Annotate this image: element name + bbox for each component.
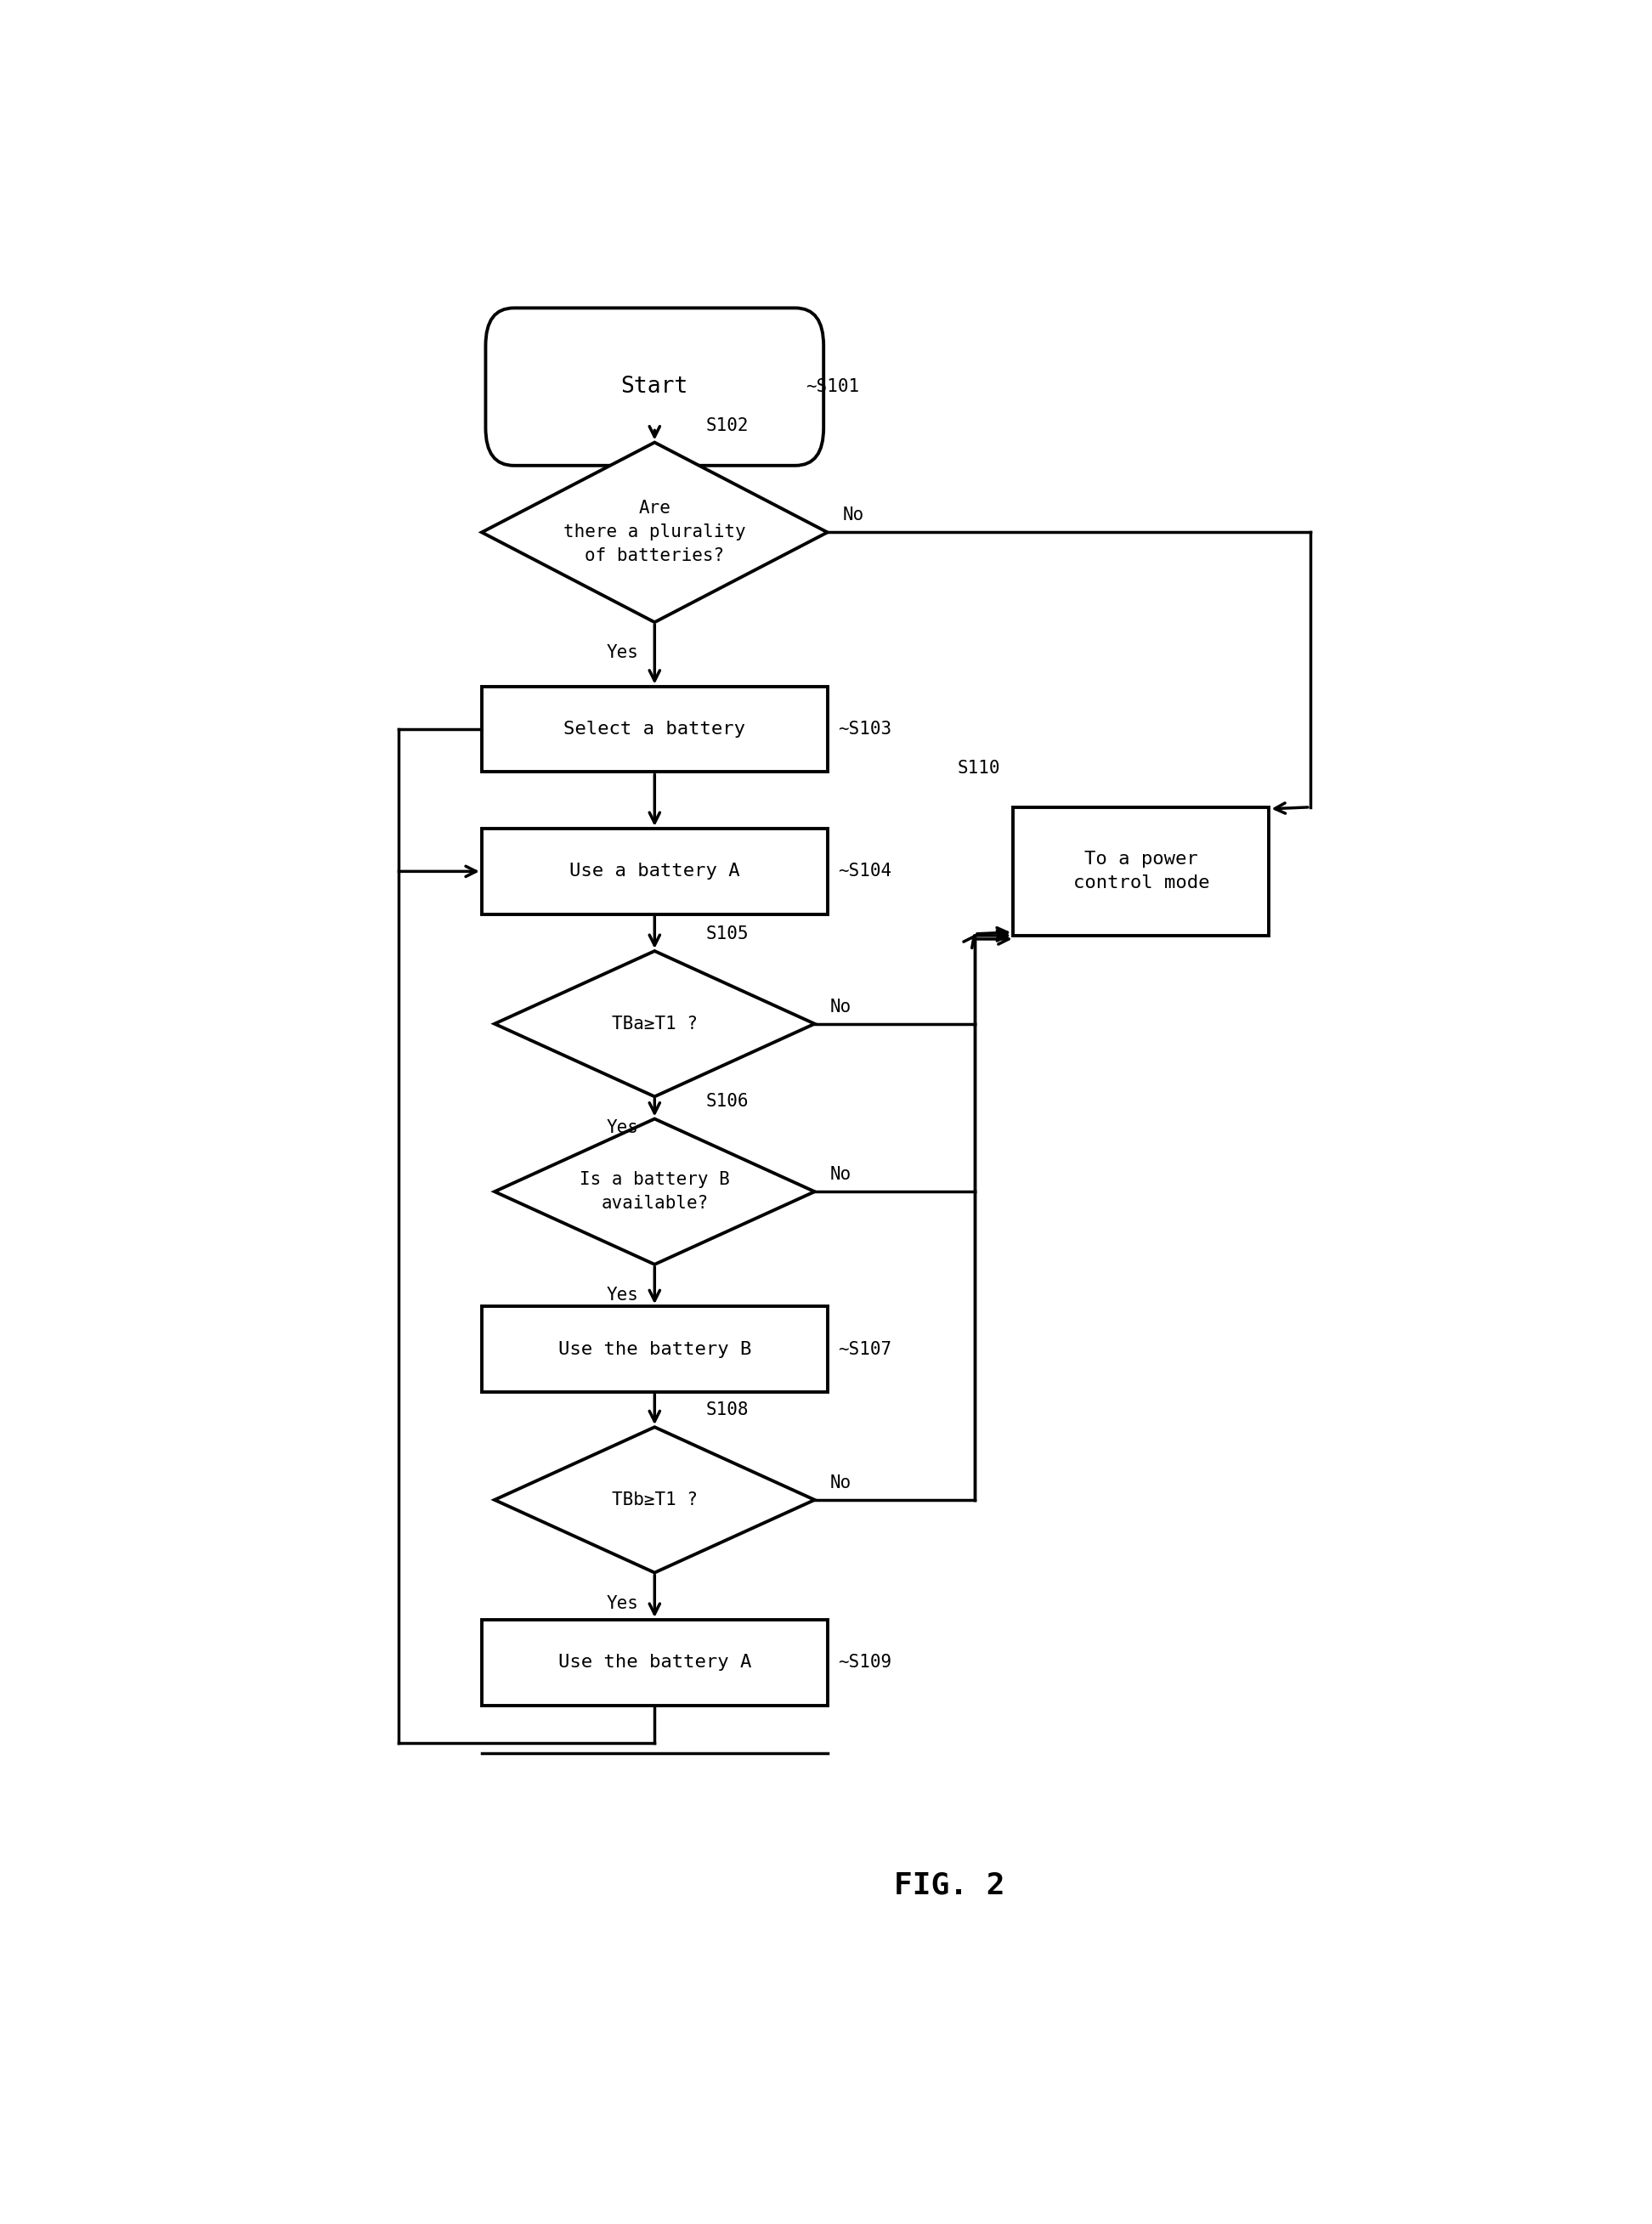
Polygon shape	[494, 952, 814, 1096]
Polygon shape	[494, 1119, 814, 1265]
Text: ~S109: ~S109	[838, 1655, 892, 1670]
Bar	[482, 1305, 828, 1392]
Text: Use the battery B: Use the battery B	[558, 1341, 752, 1357]
Text: Use the battery A: Use the battery A	[558, 1655, 752, 1670]
Text: Yes: Yes	[606, 645, 639, 661]
FancyBboxPatch shape	[486, 307, 824, 465]
Polygon shape	[494, 1428, 814, 1572]
Text: Yes: Yes	[606, 1288, 639, 1303]
Text: To a power
control mode: To a power control mode	[1072, 852, 1209, 892]
Text: S108: S108	[705, 1401, 748, 1419]
Text: S102: S102	[705, 416, 748, 434]
Text: No: No	[843, 507, 864, 523]
Text: No: No	[829, 1165, 851, 1183]
Polygon shape	[482, 443, 828, 623]
Text: S106: S106	[705, 1094, 748, 1110]
Text: ~S104: ~S104	[838, 863, 892, 881]
Text: Is a battery B
available?: Is a battery B available?	[580, 1172, 730, 1212]
Bar	[482, 830, 828, 914]
Text: S105: S105	[705, 925, 748, 943]
Bar	[482, 1619, 828, 1706]
Text: S110: S110	[958, 758, 999, 776]
Text: No: No	[829, 999, 851, 1014]
Text: Are
there a plurality
of batteries?: Are there a plurality of batteries?	[563, 500, 745, 565]
Text: Yes: Yes	[606, 1595, 639, 1612]
Bar	[1013, 807, 1269, 936]
Text: No: No	[829, 1475, 851, 1492]
Text: FIG. 2: FIG. 2	[894, 1870, 1004, 1899]
Text: TBb≥T1 ?: TBb≥T1 ?	[611, 1492, 697, 1508]
Text: ~S101: ~S101	[806, 378, 859, 396]
Text: Start: Start	[621, 376, 689, 398]
Text: Use a battery A: Use a battery A	[570, 863, 740, 881]
Text: ~S103: ~S103	[838, 721, 892, 738]
Bar	[482, 687, 828, 772]
Text: TBa≥T1 ?: TBa≥T1 ?	[611, 1016, 697, 1032]
Text: ~S107: ~S107	[838, 1341, 892, 1357]
Text: Select a battery: Select a battery	[563, 721, 745, 738]
Text: Yes: Yes	[606, 1119, 639, 1136]
